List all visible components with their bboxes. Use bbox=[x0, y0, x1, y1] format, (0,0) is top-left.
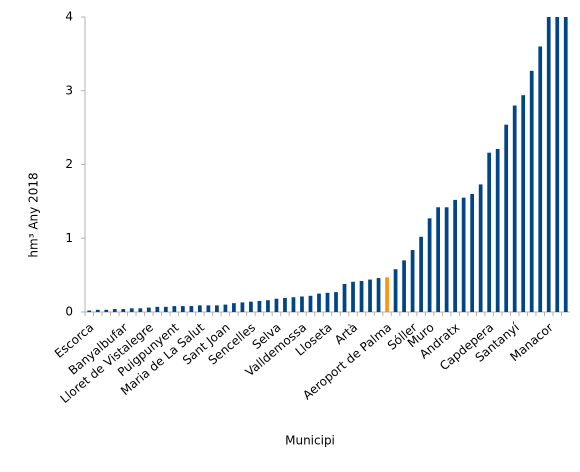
bar bbox=[129, 308, 134, 312]
bar bbox=[538, 46, 543, 312]
bar bbox=[172, 306, 177, 312]
bar bbox=[291, 297, 296, 312]
bar bbox=[546, 17, 551, 312]
bar bbox=[512, 105, 517, 312]
y-tick-label: 4 bbox=[65, 10, 73, 24]
bar bbox=[155, 306, 160, 312]
bar bbox=[427, 218, 432, 312]
bar bbox=[495, 149, 500, 312]
bar bbox=[368, 279, 372, 312]
bar bbox=[359, 281, 364, 312]
bar bbox=[249, 301, 253, 312]
bar bbox=[461, 197, 466, 312]
bar bbox=[197, 305, 202, 312]
bar bbox=[376, 278, 381, 312]
bar bbox=[478, 184, 483, 312]
bar bbox=[283, 297, 287, 312]
bar bbox=[470, 194, 475, 312]
bar bbox=[300, 296, 304, 312]
bar bbox=[453, 199, 458, 312]
y-axis-label: hm³ Any 2018 bbox=[27, 172, 41, 257]
bar bbox=[317, 293, 321, 312]
bar bbox=[487, 152, 492, 312]
y-tick-label: 2 bbox=[65, 157, 73, 171]
bar bbox=[266, 300, 270, 312]
bar bbox=[215, 305, 219, 312]
bar bbox=[240, 302, 245, 312]
x-tick-label: Artà bbox=[332, 320, 360, 347]
bar bbox=[121, 309, 126, 312]
bar bbox=[308, 295, 313, 312]
bar bbox=[334, 292, 338, 312]
bar bbox=[529, 70, 534, 313]
bar bbox=[444, 207, 449, 312]
bar bbox=[385, 277, 389, 312]
bar bbox=[351, 281, 355, 312]
bar bbox=[163, 306, 168, 312]
bar bbox=[95, 309, 100, 312]
bar bbox=[393, 269, 398, 312]
bar bbox=[342, 283, 347, 312]
bar bbox=[257, 300, 262, 312]
bar bbox=[189, 306, 194, 312]
bar bbox=[223, 304, 228, 312]
y-tick-label: 1 bbox=[65, 231, 73, 245]
y-tick-label: 0 bbox=[65, 305, 73, 319]
bar bbox=[504, 124, 509, 312]
bar bbox=[419, 236, 423, 312]
bar bbox=[410, 250, 415, 312]
bar bbox=[146, 307, 151, 312]
bar bbox=[436, 207, 440, 312]
bar bbox=[563, 17, 568, 312]
bar bbox=[112, 309, 117, 312]
bar bbox=[521, 95, 526, 312]
y-tick-label: 3 bbox=[65, 83, 73, 97]
bar bbox=[402, 260, 406, 312]
bar bbox=[87, 310, 92, 312]
bar bbox=[138, 308, 143, 312]
x-axis-label: Municipi bbox=[285, 434, 335, 448]
bar bbox=[274, 298, 279, 312]
bar bbox=[180, 306, 185, 312]
bar bbox=[555, 17, 560, 312]
bar bbox=[206, 305, 211, 312]
bar bbox=[325, 292, 330, 312]
bar bbox=[104, 309, 109, 312]
bar bbox=[232, 303, 236, 312]
